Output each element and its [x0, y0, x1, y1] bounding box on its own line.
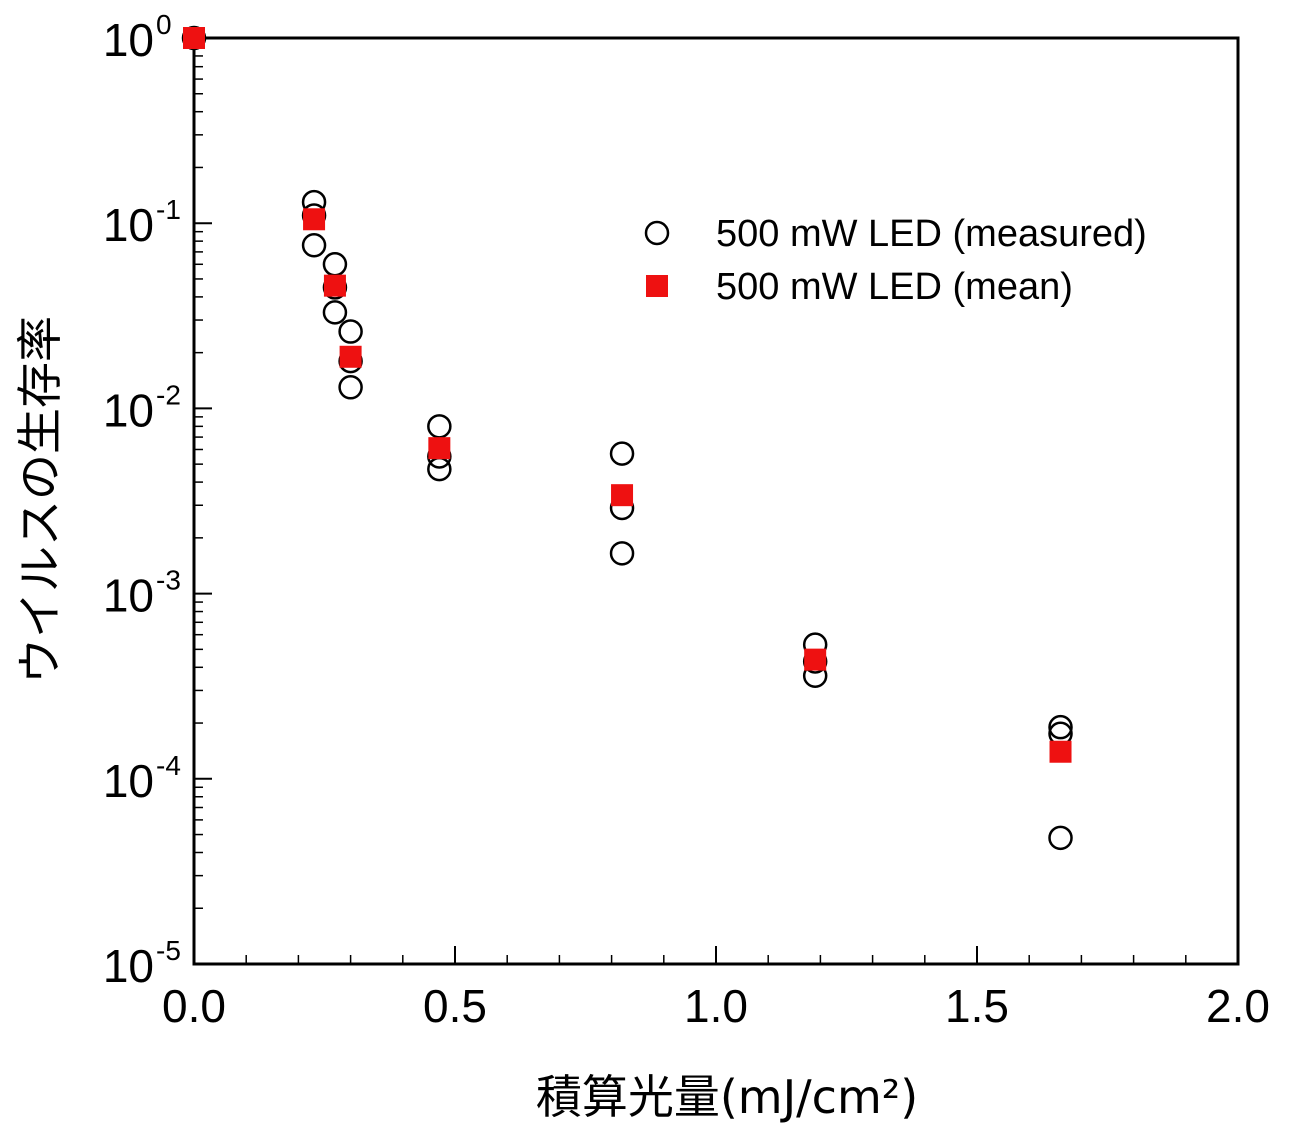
data-points: [181, 25, 1073, 851]
plot-frame: [192, 36, 1240, 966]
measured-point: [301, 233, 327, 258]
y-tick-exponent: 0: [156, 9, 172, 40]
y-tick-exponent: -5: [156, 935, 181, 966]
x-tick-label: 0.0: [162, 980, 226, 1032]
measured-point: [427, 456, 452, 482]
y-tick-label: 10: [103, 384, 154, 436]
mean-point: [428, 437, 451, 460]
measured-point: [338, 375, 363, 400]
x-tick-label: 1.0: [684, 980, 748, 1032]
measured-point: [338, 319, 363, 344]
x-tick-label: 2.0: [1206, 980, 1270, 1032]
mean-point: [804, 648, 827, 671]
y-tick-label: 10: [103, 940, 154, 992]
mean-point: [183, 27, 205, 49]
measured-point: [609, 541, 635, 566]
series-mean: [183, 27, 1072, 763]
x-axis-title: 積算光量(mJ/cm²): [536, 1070, 918, 1124]
measured-point: [1048, 825, 1073, 851]
legend-square-marker: [646, 275, 668, 297]
mean-point: [611, 484, 634, 507]
measured-point: [609, 441, 635, 466]
y-tick-label: 10: [103, 14, 154, 66]
y-tick-label: 10: [103, 755, 154, 807]
legend-label: 500 mW LED (measured): [716, 213, 1147, 255]
y-axis-title: ウイルスの生存率: [13, 316, 67, 684]
x-tick-label: 0.5: [423, 980, 487, 1032]
x-tick-label: 1.5: [945, 980, 1009, 1032]
y-tick-exponent: -4: [156, 750, 181, 781]
legend: 500 mW LED (measured) 500 mW LED (mean): [644, 213, 1147, 308]
y-tick-label: 10: [103, 199, 154, 251]
mean-point: [323, 274, 346, 297]
measured-point: [322, 252, 348, 277]
mean-point: [1049, 740, 1072, 763]
y-tick-exponent: -2: [156, 379, 181, 410]
legend-circle-marker: [644, 220, 670, 246]
y-tick-exponent: -3: [156, 565, 181, 596]
measured-point: [427, 414, 452, 439]
y-tick-label: 10: [103, 570, 154, 622]
mean-point: [303, 208, 326, 231]
series-measured: [181, 25, 1073, 851]
legend-label: 500 mW LED (mean): [716, 266, 1073, 308]
measured-point: [322, 300, 348, 325]
measured-point: [1048, 714, 1073, 740]
y-tick-exponent: -1: [156, 194, 181, 225]
mean-point: [339, 345, 362, 368]
x-axis-ticks: 0.0 0.5 1.0 1.5 2.0: [162, 946, 1270, 1032]
